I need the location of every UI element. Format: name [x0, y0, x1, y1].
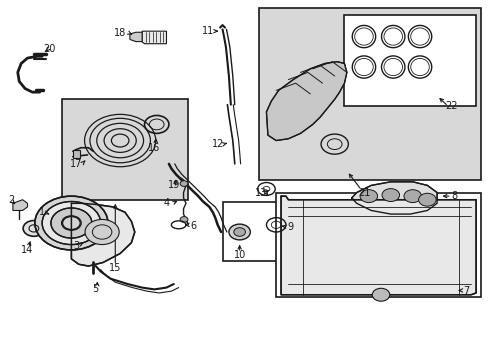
Text: 18: 18 [114, 28, 126, 38]
Text: 8: 8 [450, 191, 456, 201]
Circle shape [228, 224, 250, 240]
Text: 11: 11 [202, 26, 214, 36]
Bar [259, 8, 480, 180]
Circle shape [51, 208, 92, 238]
Polygon shape [71, 203, 135, 266]
Polygon shape [73, 149, 80, 158]
Bar [344, 15, 475, 107]
Text: 12: 12 [211, 139, 224, 149]
Text: 21: 21 [357, 188, 369, 198]
Text: 16: 16 [148, 143, 160, 153]
Text: 13: 13 [255, 188, 267, 198]
Text: 9: 9 [287, 222, 293, 231]
Bar [276, 193, 480, 297]
Polygon shape [281, 196, 475, 295]
Circle shape [418, 193, 435, 206]
Text: 22: 22 [445, 102, 457, 112]
Circle shape [85, 220, 119, 244]
Bar [222, 202, 300, 261]
Text: 20: 20 [43, 44, 56, 54]
Circle shape [371, 288, 389, 301]
Polygon shape [266, 62, 346, 140]
Circle shape [359, 190, 377, 203]
Text: 2: 2 [8, 195, 15, 205]
Circle shape [233, 228, 245, 236]
Circle shape [180, 181, 187, 186]
Polygon shape [13, 200, 27, 211]
Circle shape [403, 190, 421, 203]
Bar [61, 99, 188, 200]
Circle shape [180, 217, 187, 222]
Polygon shape [351, 182, 436, 214]
Text: 5: 5 [92, 284, 99, 294]
Circle shape [23, 221, 44, 236]
Circle shape [35, 196, 108, 250]
Text: 4: 4 [163, 198, 169, 208]
Circle shape [321, 134, 347, 154]
Text: 17: 17 [70, 159, 82, 169]
Text: 10: 10 [233, 250, 245, 260]
Text: 6: 6 [190, 221, 196, 230]
Text: 3: 3 [73, 241, 79, 251]
Circle shape [42, 202, 101, 244]
Polygon shape [142, 31, 166, 44]
Text: 19: 19 [167, 180, 180, 190]
Polygon shape [130, 32, 142, 41]
Circle shape [381, 189, 399, 202]
Text: 7: 7 [462, 286, 468, 296]
Text: 14: 14 [21, 245, 34, 255]
Circle shape [61, 216, 81, 230]
Text: 15: 15 [109, 263, 121, 273]
Text: 1: 1 [39, 207, 45, 217]
